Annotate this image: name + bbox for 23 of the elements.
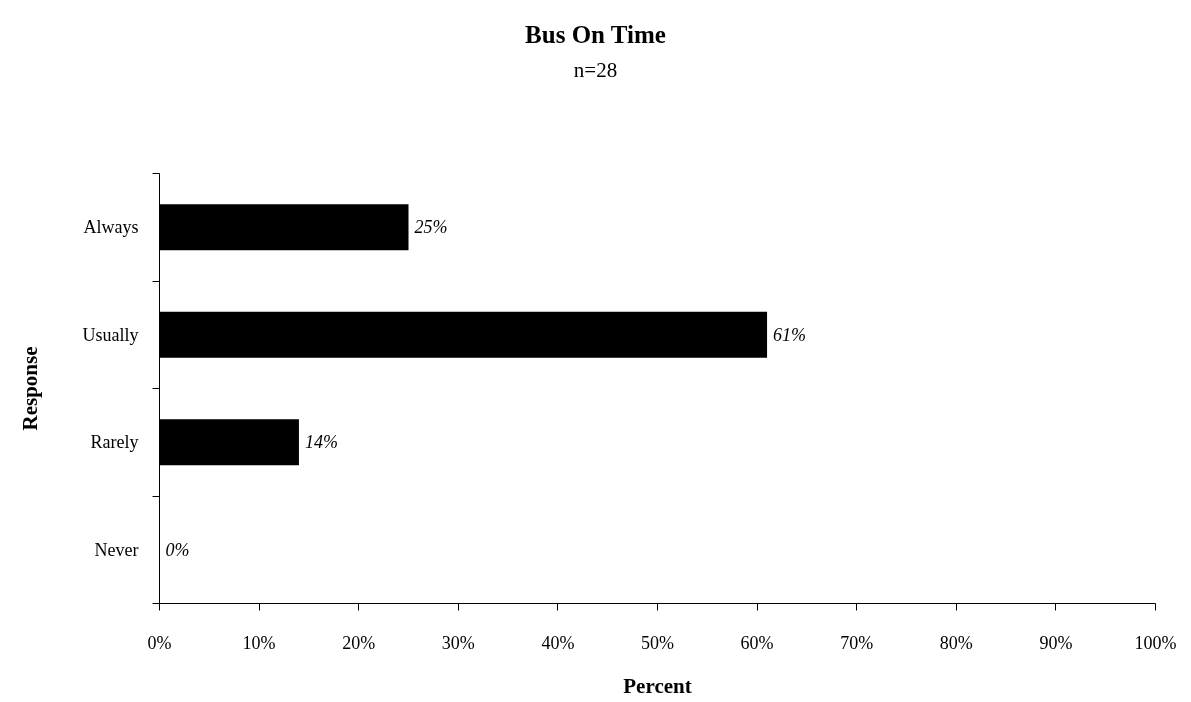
data-label: 0% xyxy=(165,539,190,560)
x-tick-label: 40% xyxy=(541,632,575,653)
x-tick-label: 0% xyxy=(147,632,172,653)
y-tick-label: Usually xyxy=(82,324,139,345)
x-tick-label: 60% xyxy=(740,632,774,653)
y-tick-label: Rarely xyxy=(90,432,139,453)
x-tick-label: 80% xyxy=(939,632,973,653)
data-label: 14% xyxy=(304,432,338,453)
x-tick-label: 50% xyxy=(641,632,674,653)
data-label: 25% xyxy=(414,217,448,238)
y-tick-label: Never xyxy=(94,539,139,560)
x-tick-label: 70% xyxy=(840,632,874,653)
x-tick-label: 90% xyxy=(1039,632,1073,653)
chart-title: Bus On Time xyxy=(525,20,666,50)
y-axis-title: Response xyxy=(17,346,42,431)
x-tick-label: 100% xyxy=(1134,632,1177,653)
x-tick-label: 30% xyxy=(441,632,475,653)
x-tick-label: 10% xyxy=(242,632,276,653)
x-tick-label: 20% xyxy=(342,632,376,653)
chart-subtitle: n=28 xyxy=(573,58,618,82)
x-axis-title: Percent xyxy=(623,673,692,698)
y-tick-label: Always xyxy=(83,217,139,238)
data-label: 61% xyxy=(773,324,807,345)
